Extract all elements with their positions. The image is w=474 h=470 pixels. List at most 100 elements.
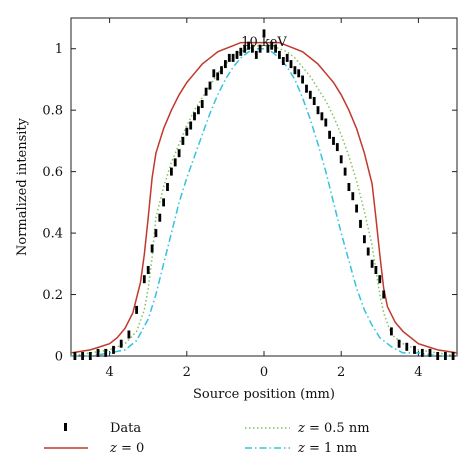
data-point [243,44,247,53]
data-point [162,198,165,207]
data-point [436,352,440,360]
data-point [428,348,432,357]
data-point [166,183,169,191]
data-point [312,97,316,105]
data-point [258,44,262,53]
data-point [335,143,339,152]
y-axis-label: Normalized intensity [15,117,30,256]
data-point [370,259,374,268]
data-point [413,345,416,354]
series-line-2 [70,44,458,357]
data-point [281,57,285,65]
data-point [339,155,343,164]
data-point [366,247,370,256]
data-point [320,112,324,121]
data-point [231,53,235,62]
tick-labels: 4 2 0 2 4 0 0.2 0.4 0.6 0.8 1 [42,42,422,380]
data-point [154,229,158,238]
data-point [378,275,382,284]
legend-label-z1: z = 1 nm [297,441,357,456]
data-point [262,29,266,38]
data-point [382,290,386,299]
data-point [200,100,204,108]
data-point [146,266,150,274]
series-line-3 [71,47,457,357]
data-point [104,348,108,357]
data-point [170,167,173,176]
data-point [305,84,308,93]
data-point [127,330,131,339]
x-tick-label: 4 [414,365,422,380]
x-axis-label: Source position (mm) [193,387,335,402]
data-point [328,130,331,139]
data-point [251,44,254,53]
data-point [397,339,401,348]
data-point [220,66,223,75]
legend-item-data: Data [64,421,141,436]
data-point [278,50,281,59]
data-point [374,266,378,274]
series-layer [70,29,458,360]
data-point [204,87,208,96]
legend-item-z1: z = 1 nm [245,441,357,456]
data-point [88,352,92,360]
axis-ticks [71,18,457,357]
series-line-1 [70,41,458,354]
legend-item-z0: z = 0 [44,441,144,456]
data-point [301,75,304,84]
data-point [316,106,320,115]
data-point [112,345,115,354]
data-point [343,167,347,176]
data-point [216,72,220,81]
data-point [405,342,409,351]
data-point [135,305,138,314]
data-point [142,275,146,284]
legend-marker-data [64,423,67,431]
data-point [451,352,455,360]
y-tick-label: 0.4 [42,227,63,242]
data-point [96,348,100,357]
data-point [119,339,123,348]
data-point [308,90,312,99]
data-point [444,352,447,360]
data-point [297,69,301,78]
legend: Data z = 0 z = 0.5 nm z = 1 nm [44,421,370,456]
data-point [359,219,362,228]
data-point [235,50,239,59]
data-point [254,50,258,59]
y-tick-label: 0.2 [42,288,63,303]
legend-label-z05: z = 0.5 nm [297,421,370,436]
data-point [212,69,216,78]
data-point [197,106,200,115]
legend-label-z0: z = 0 [109,441,144,456]
data-point [73,352,77,360]
data-point [363,235,366,244]
data-point [208,81,212,90]
data-point [351,192,355,201]
data-point [227,53,231,62]
y-tick-label: 0.6 [42,165,63,180]
y-tick-label: 0 [55,350,63,365]
data-point [270,41,274,50]
data-point [81,352,84,360]
x-tick-label: 4 [105,365,113,380]
data-point [181,136,185,145]
data-point [185,127,189,136]
data-point [224,60,227,69]
data-point [189,121,193,130]
data-point [158,213,162,222]
data-point [177,149,181,158]
y-tick-label: 0.8 [42,104,63,119]
annotation-label: 10 keV [241,35,287,50]
data-point [420,348,424,357]
data-point [239,47,243,56]
data-point [285,53,289,62]
data-point [347,183,351,191]
data-point [173,158,177,167]
data-point [266,44,270,53]
data-point [274,44,277,53]
plot-frame [70,17,458,357]
legend-item-z05: z = 0.5 nm [245,421,370,436]
data-point [324,118,328,127]
data-point [293,66,297,75]
